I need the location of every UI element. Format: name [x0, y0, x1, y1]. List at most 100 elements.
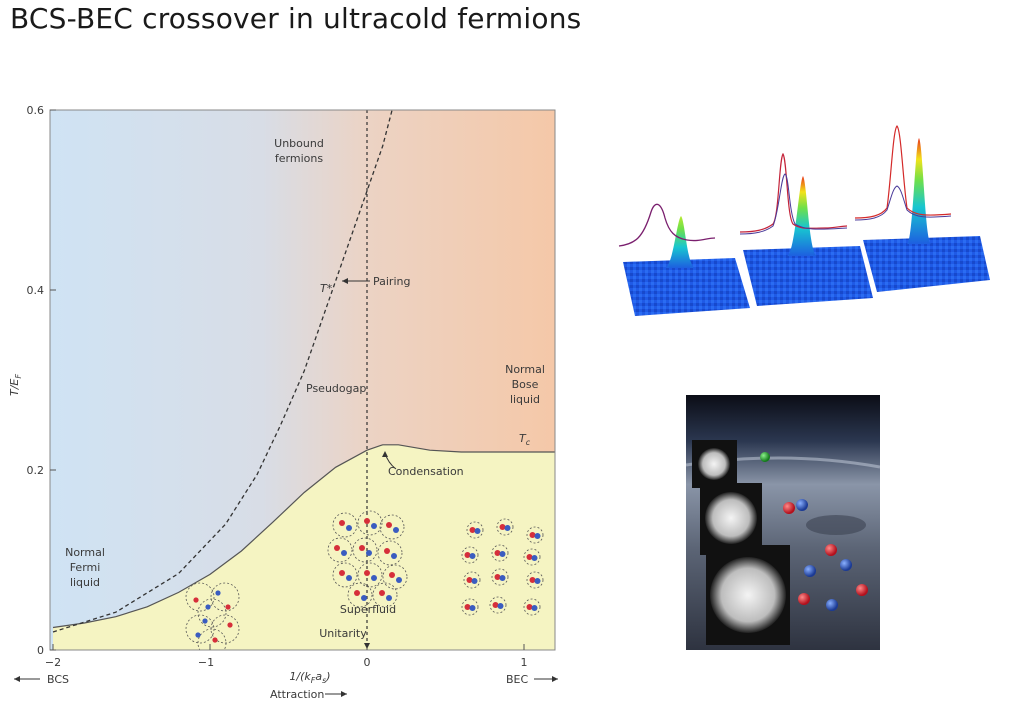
bcs-pair-ring — [197, 598, 227, 628]
pseudogap-label: Pseudogap — [306, 382, 366, 395]
bec-atom-up — [464, 552, 471, 558]
normal-fermi-label-1: Normal — [65, 546, 105, 559]
atom-molecules — [760, 452, 868, 611]
unitarity-atom-down — [346, 575, 352, 581]
x-tick-neg2: −2 — [45, 656, 61, 669]
superfluid-label: Superfluid — [340, 603, 396, 616]
tof-image-1 — [618, 203, 750, 316]
bcs-atom — [205, 604, 211, 610]
unitarity-atom-up — [389, 572, 395, 578]
unitarity-atom-up — [339, 570, 345, 576]
unitarity-pair-ring — [352, 537, 378, 563]
bec-molecule-ring — [523, 598, 541, 616]
unitarity-label: Unitarity — [319, 627, 367, 640]
bec-atom-down — [531, 555, 538, 561]
unitarity-pair-ring — [357, 562, 383, 588]
bcs-atom — [227, 622, 233, 628]
normal-fermi-label-2: Fermi — [70, 561, 101, 574]
bec-atom-up — [529, 532, 536, 538]
bec-molecule-ring — [461, 546, 479, 564]
unitarity-atom-up — [334, 545, 340, 551]
slide-title: BCS-BEC crossover in ultracold fermions — [10, 2, 582, 35]
bec-molecule-ring — [526, 526, 544, 544]
bec-atom-down — [471, 578, 478, 584]
unitarity-atom-down — [386, 595, 392, 601]
unitarity-atom-down — [341, 550, 347, 556]
bec-atom-up — [466, 577, 473, 583]
bec-molecule-ring — [491, 568, 509, 586]
bec-label: BEC — [506, 673, 528, 686]
bcs-atom — [195, 632, 201, 638]
unitarity-atom-up — [364, 570, 370, 576]
bcs-atom — [202, 618, 208, 624]
bec-molecule-ring — [489, 596, 507, 614]
superfluid-region — [53, 444, 555, 650]
tc-curve — [52, 444, 555, 629]
bec-atom-down — [499, 551, 506, 557]
bec-atom-up — [469, 527, 476, 533]
unitarity-pair-ring — [372, 582, 398, 608]
condensation-label: Condensation — [388, 465, 464, 478]
bcs-pair-ring — [197, 628, 227, 650]
y-ticks: 0.6 0.4 0.2 0 — [27, 104, 56, 657]
absorption-images-panel — [618, 125, 990, 316]
unitarity-pair-ring — [347, 582, 373, 608]
unitarity-atom-down — [371, 523, 377, 529]
bec-atom-up — [499, 524, 506, 530]
phase-diagram-chart: 0.6 0.4 0.2 0 −2 −1 0 1 T/EF 1/(kFas) BC… — [8, 104, 558, 701]
y-axis-label: T/EF — [8, 374, 23, 396]
unbound-label-1: Unbound — [274, 137, 324, 150]
bec-atom-down — [469, 553, 476, 559]
bec-atom-down — [497, 603, 504, 609]
bec-arrow-label: BEC — [506, 673, 558, 686]
bec-atom-down — [534, 578, 541, 584]
unitarity-atom-down — [396, 577, 402, 583]
bec-atom-down — [469, 605, 476, 611]
unitarity-atom-up — [354, 590, 360, 596]
bec-atom-up — [494, 550, 501, 556]
unitarity-atom-up — [359, 545, 365, 551]
attraction-label-group: Attraction — [270, 688, 347, 701]
unitarity-atom-down — [391, 553, 397, 559]
y-tick-0: 0 — [37, 644, 44, 657]
bec-atom-up — [492, 602, 499, 608]
unitarity-pair-ring — [332, 562, 358, 588]
condensation-arrow — [382, 451, 397, 470]
bcs-label: BCS — [47, 673, 69, 686]
unitarity-pair-ring — [377, 540, 403, 566]
normal-fermi-label-3: liquid — [70, 576, 100, 589]
bcs-atom — [212, 637, 218, 643]
vortex-image-medium — [700, 483, 762, 555]
unitarity-atom-down — [393, 527, 399, 533]
bec-molecule-ring — [496, 518, 514, 536]
x-tick-neg1: −1 — [198, 656, 214, 669]
bec-atom-up — [494, 574, 501, 580]
unbound-label-2: fermions — [275, 152, 323, 165]
bcs-pair-ring — [210, 614, 240, 644]
unitarity-pair-ring — [327, 537, 353, 563]
tc-label: Tc — [519, 432, 531, 447]
bec-molecule-ring — [491, 544, 509, 562]
bec-atom-up — [529, 577, 536, 583]
bcs-pair-ring — [210, 582, 240, 612]
unitarity-pair-ring — [332, 512, 358, 538]
unitarity-pair-ring — [357, 510, 383, 536]
bec-atom-up — [526, 554, 533, 560]
bec-atom-down — [504, 525, 511, 531]
unitarity-atom-down — [361, 595, 367, 601]
x-tick-1: 1 — [521, 656, 528, 669]
x-axis-label: 1/(kFas) — [289, 670, 330, 685]
x-ticks: −2 −1 0 1 — [45, 644, 528, 669]
bec-molecule-ring — [461, 598, 479, 616]
attraction-label: Attraction — [270, 688, 324, 701]
pairing-label: Pairing — [373, 275, 410, 288]
x-tick-0: 0 — [364, 656, 371, 669]
tof-image-3 — [854, 125, 990, 292]
unitarity-atom-down — [346, 525, 352, 531]
bcs-atom — [225, 604, 231, 610]
unitarity-atom-up — [364, 518, 370, 524]
unitarity-pair-ring — [379, 514, 405, 540]
vortex-lattice-panel — [686, 395, 880, 650]
bec-molecule-ring — [526, 571, 544, 589]
unitarity-atom-up — [384, 548, 390, 554]
